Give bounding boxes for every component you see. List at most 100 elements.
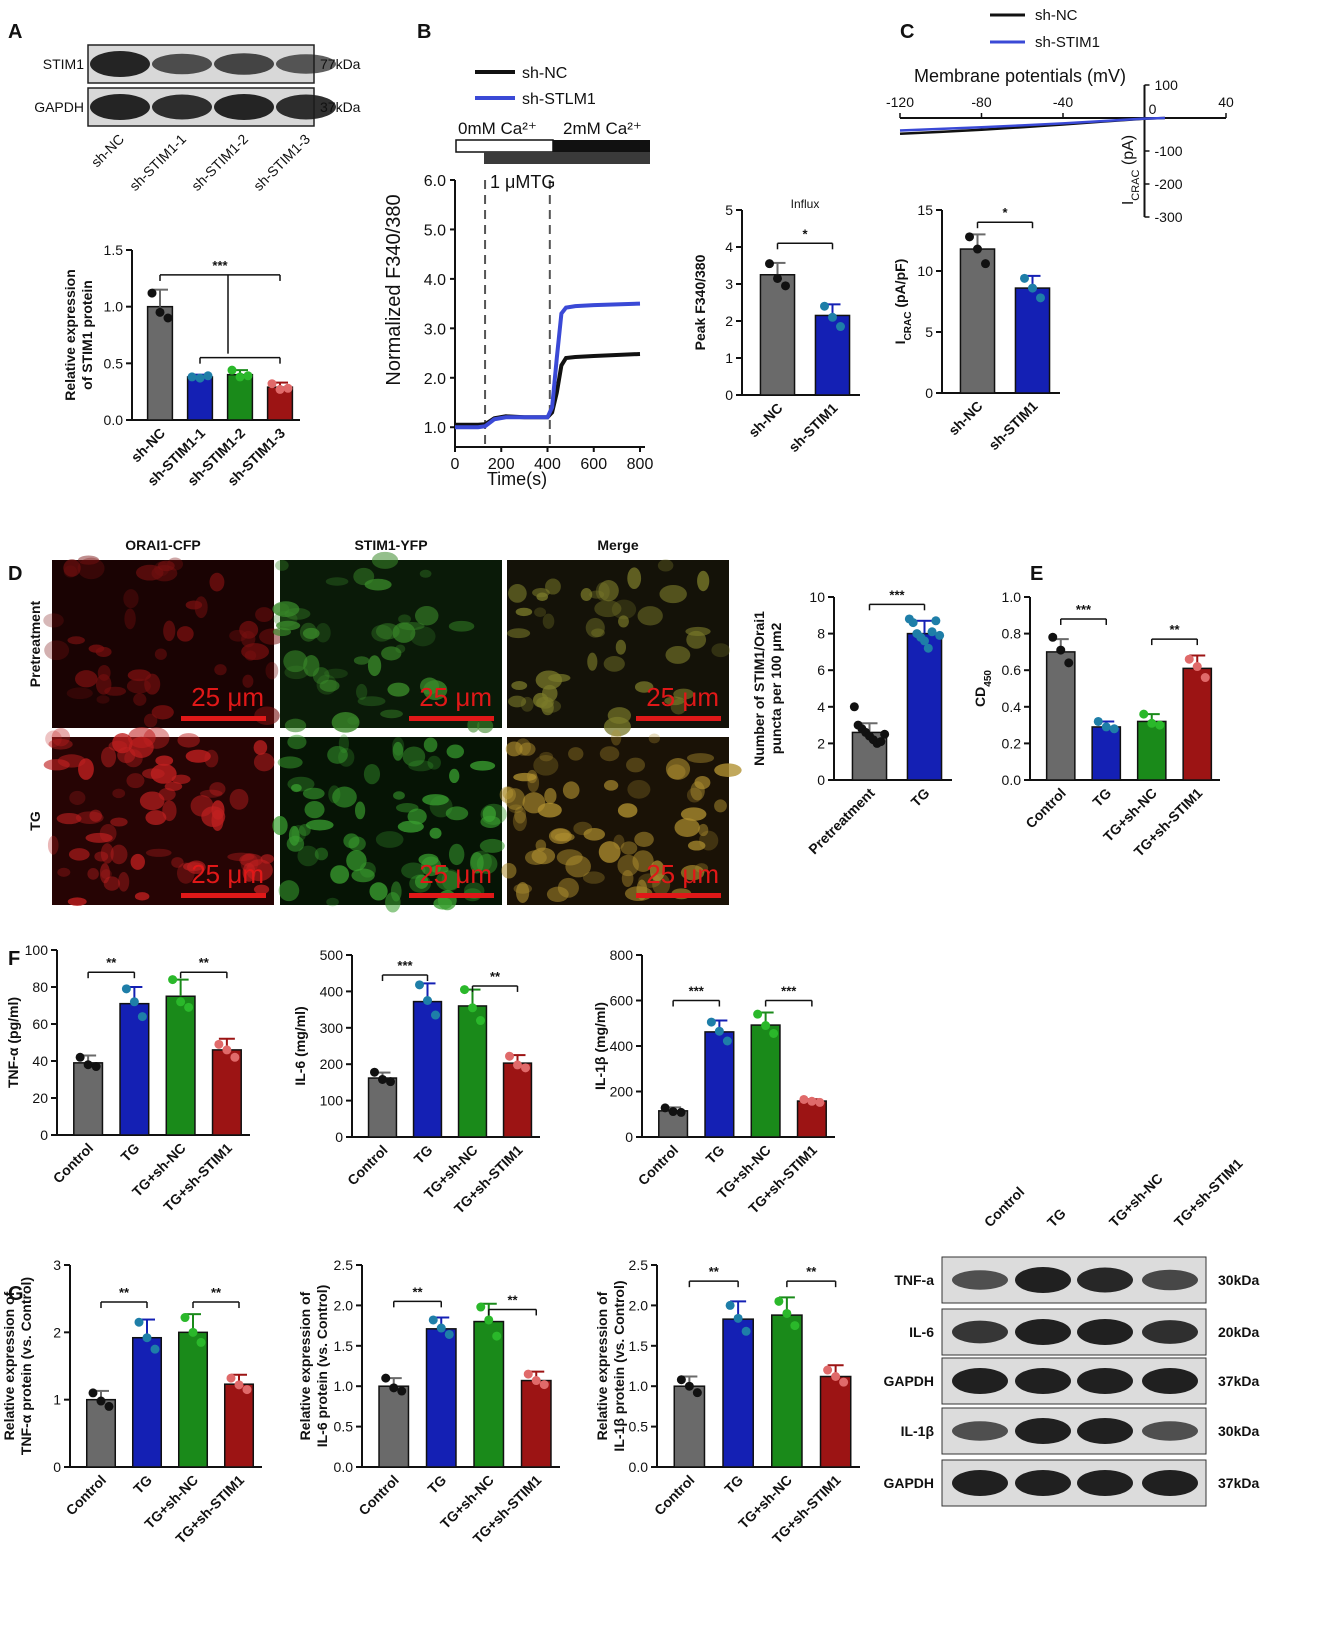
cell-signal: [94, 851, 109, 862]
cell-signal: [441, 869, 461, 891]
cell-signal: [48, 738, 73, 750]
y-label-rest: (pA): [1120, 135, 1137, 170]
cell-signal: [67, 897, 87, 906]
cell-signal: [164, 781, 183, 791]
cell-signal: [139, 791, 165, 811]
cell-signal: [171, 774, 191, 784]
data-point: [196, 1337, 206, 1347]
cell-signal: [482, 805, 496, 822]
cell-signal: [287, 734, 307, 750]
y-label-base: I: [1120, 201, 1137, 205]
y-tick-label: 1.0: [334, 1378, 354, 1394]
cell-signal: [620, 841, 638, 855]
cell-signal: [665, 758, 691, 780]
y-tick-label: 400: [610, 1038, 634, 1054]
blot-band: [214, 53, 274, 75]
legend-label: sh-STLM1: [522, 91, 596, 108]
column-header: Merge: [597, 537, 638, 553]
cell-signal: [422, 794, 449, 806]
cell-signal: [507, 695, 527, 708]
y-axis-label: Relative expression of: [1, 1291, 17, 1440]
cell-signal: [680, 865, 705, 881]
bar-TG: [1091, 726, 1122, 781]
data-point: [781, 281, 790, 291]
cell-signal: [112, 788, 126, 799]
blot-band: [276, 54, 336, 74]
cell-signal: [562, 781, 580, 799]
y-axis-label: Number of STIM1/Orai1: [751, 611, 767, 766]
cell-signal: [87, 868, 99, 880]
scale-bar: [636, 716, 721, 721]
y-label-sub: CRAC: [1130, 169, 1142, 200]
chart-title: Influx: [791, 197, 820, 211]
data-point: [378, 1074, 387, 1084]
cell-signal: [364, 578, 392, 591]
cell-signal: [670, 698, 687, 715]
legend-label: sh-STIM1: [1035, 34, 1100, 51]
data-point: [129, 997, 139, 1007]
x-tick-label: 200: [488, 456, 515, 473]
data-point: [820, 301, 829, 311]
cell-signal: [501, 863, 517, 879]
data-point: [176, 997, 186, 1007]
data-point: [104, 1401, 114, 1411]
sig-label: **: [1169, 622, 1180, 637]
cell-signal: [435, 870, 461, 891]
sig-label: **: [199, 955, 210, 970]
category-label: sh-STIM1: [985, 398, 1040, 453]
blot-band: [952, 1470, 1008, 1496]
cell-signal: [304, 801, 325, 819]
blot-band: [152, 94, 212, 120]
cell-signal: [57, 867, 71, 877]
cell-signal: [522, 792, 546, 814]
data-point: [226, 1373, 236, 1383]
cell-signal: [470, 760, 496, 771]
sig-label: ***: [1076, 602, 1092, 617]
chart-b-trace: 1.0 2.0 3.0 4.0 5.0 6.0 0 200 400 600 800 Time(s) No…: [383, 65, 653, 489]
cell-signal: [408, 760, 434, 772]
cell-signal: [88, 644, 105, 653]
data-point: [684, 1381, 694, 1391]
y-tick-label: 1: [725, 350, 733, 366]
y-tick-label: 500: [320, 947, 344, 963]
data-point: [807, 1096, 817, 1106]
bar-TG: [412, 1000, 443, 1138]
y-tick-label: 4: [725, 239, 733, 255]
data-point: [243, 371, 253, 381]
cell-signal: [273, 603, 290, 616]
cell-signal: [126, 678, 151, 694]
cell-signal: [44, 640, 70, 661]
x-tick-label: 800: [627, 456, 654, 473]
cell-signal: [371, 624, 393, 642]
cell-signal: [346, 850, 367, 872]
bar-sh-NC: [959, 248, 996, 394]
cell-signal: [200, 789, 223, 798]
cell-signal: [371, 551, 399, 569]
category-label: TG: [130, 1472, 155, 1497]
cell-signal: [326, 897, 339, 907]
x-tick-label: -120: [886, 94, 914, 110]
cell-signal: [154, 648, 167, 660]
cell-signal: [618, 615, 629, 628]
bar-TG: [906, 632, 943, 781]
cell-signal: [43, 613, 64, 628]
data-point: [235, 372, 245, 382]
y-tick-label: 4.0: [424, 272, 446, 289]
y-axis-label: Relative expression: [62, 269, 78, 401]
lane-label: sh-STIM1-3: [250, 131, 313, 194]
y-tick-label: 4: [817, 699, 825, 715]
data-point: [908, 618, 918, 628]
cell-signal: [284, 718, 307, 733]
data-point: [505, 1051, 514, 1061]
legend-label: sh-NC: [522, 65, 567, 82]
cell-signal: [127, 669, 152, 682]
data-point: [1020, 273, 1029, 283]
data-point: [815, 1097, 825, 1107]
cell-signal: [128, 736, 154, 758]
cell-signal: [687, 840, 706, 851]
legend-label: sh-NC: [1035, 7, 1078, 24]
cell-signal: [176, 862, 195, 884]
micrograph: [52, 560, 274, 728]
